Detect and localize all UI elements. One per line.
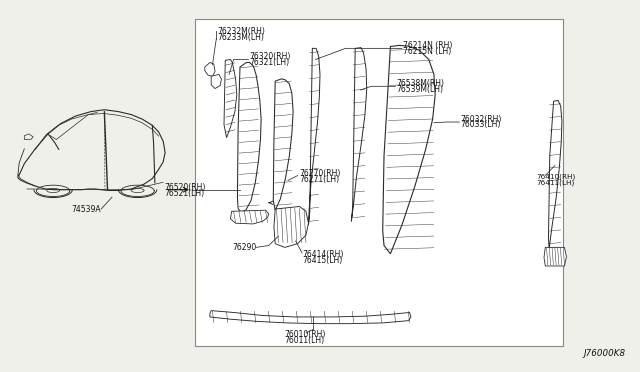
Polygon shape	[205, 62, 215, 76]
Text: 76521(LH): 76521(LH)	[164, 189, 204, 198]
Text: 76320(RH): 76320(RH)	[250, 52, 291, 61]
Text: 76520(RH): 76520(RH)	[164, 183, 205, 192]
Polygon shape	[230, 210, 269, 224]
Text: 76011(LH): 76011(LH)	[285, 336, 325, 345]
Text: 74539A: 74539A	[72, 205, 101, 214]
Polygon shape	[224, 60, 237, 138]
Text: 76321(LH): 76321(LH)	[250, 58, 290, 67]
Text: 76233M(LH): 76233M(LH)	[218, 33, 264, 42]
Text: 76538M(RH): 76538M(RH)	[397, 79, 445, 88]
Polygon shape	[544, 247, 566, 266]
FancyBboxPatch shape	[195, 19, 563, 346]
Polygon shape	[237, 62, 261, 212]
Polygon shape	[308, 48, 320, 225]
Polygon shape	[210, 311, 411, 324]
Text: 76032(RH): 76032(RH)	[461, 115, 502, 124]
Polygon shape	[273, 79, 293, 210]
Polygon shape	[274, 206, 308, 247]
Text: 76010(RH): 76010(RH)	[285, 330, 326, 339]
Text: 76415(LH): 76415(LH)	[303, 256, 343, 265]
Text: 76410(RH): 76410(RH)	[536, 174, 575, 180]
Text: 76539M(LH): 76539M(LH)	[397, 85, 444, 94]
Polygon shape	[351, 48, 367, 221]
Text: J76000K8: J76000K8	[584, 349, 626, 358]
Text: 76290: 76290	[232, 243, 257, 252]
Polygon shape	[548, 100, 562, 249]
Text: 76215N (LH): 76215N (LH)	[403, 47, 451, 56]
Text: 76214N (RH): 76214N (RH)	[403, 41, 452, 50]
Polygon shape	[211, 74, 221, 89]
Text: 76411(LH): 76411(LH)	[536, 179, 575, 186]
Text: 76414(RH): 76414(RH)	[303, 250, 344, 259]
Text: 76033(LH): 76033(LH)	[461, 121, 501, 129]
Text: 76270(RH): 76270(RH)	[299, 169, 340, 178]
Polygon shape	[24, 134, 33, 140]
Text: 76232M(RH): 76232M(RH)	[218, 27, 266, 36]
Polygon shape	[383, 45, 435, 254]
Text: 76271(LH): 76271(LH)	[299, 175, 339, 184]
